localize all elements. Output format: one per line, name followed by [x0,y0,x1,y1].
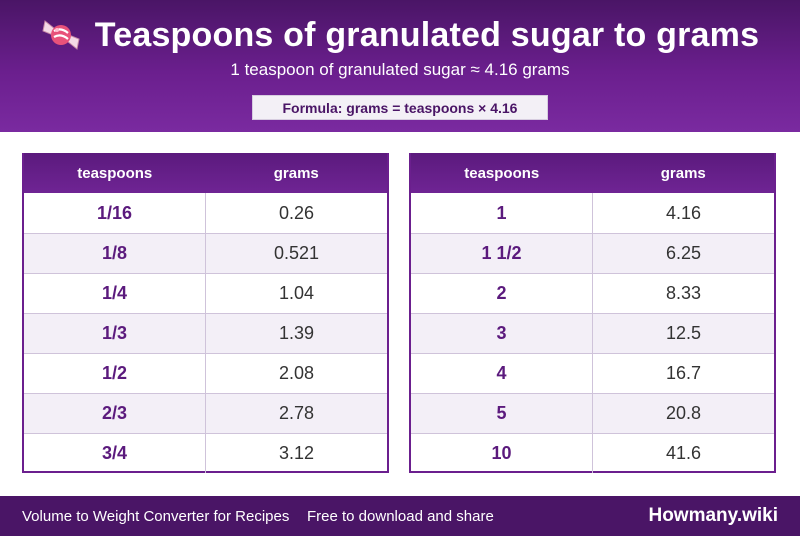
grams-cell: 12.5 [665,323,702,343]
grams-cell: 0.521 [273,243,320,263]
table-row: 1/8 0.521 [24,233,387,273]
table-row: 10 41.6 [411,433,774,473]
table-row: 1/3 1.39 [24,313,387,353]
table-row: 3 12.5 [411,313,774,353]
teaspoons-cell: 3/4 [24,434,206,473]
grams-cell: 2.08 [278,363,315,383]
table-row: 3/4 3.12 [24,433,387,473]
teaspoons-cell: 1 1/2 [411,234,593,273]
grams-cell: 16.7 [665,363,702,383]
grams-cell: 41.6 [665,443,702,463]
table-row: 2/3 2.78 [24,393,387,433]
teaspoons-cell: 1/8 [24,234,206,273]
teaspoons-cell: 1/16 [24,193,206,233]
brand-logo-text[interactable]: Howmany.wiki [648,505,778,526]
table-row: 1/2 2.08 [24,353,387,393]
header-banner: Teaspoons of granulated sugar to grams 1… [0,0,800,132]
footer-bar: Volume to Weight Converter for Recipes F… [0,496,800,536]
table-header: teaspoons grams [411,153,774,193]
table-row: 1/4 1.04 [24,273,387,313]
table-row: 1 4.16 [411,193,774,233]
grams-cell: 1.04 [278,283,315,303]
grams-cell: 6.25 [665,243,702,263]
grams-cell: 1.39 [278,323,315,343]
column-header-grams: grams [273,164,319,182]
page-title: Teaspoons of granulated sugar to grams [94,15,760,54]
teaspoons-cell: 1/4 [24,274,206,313]
grams-cell: 8.33 [665,283,702,303]
grams-cell: 0.26 [278,202,315,223]
candy-icon [41,15,81,55]
column-header-grams: grams [660,164,706,182]
footer-description: Volume to Weight Converter for Recipes [22,507,290,525]
grams-cell: 2.78 [278,403,315,423]
table-row: 4 16.7 [411,353,774,393]
table-header: teaspoons grams [24,153,387,193]
teaspoons-cell: 5 [411,394,593,433]
column-header-teaspoons: teaspoons [464,164,540,182]
conversion-table-left: teaspoons grams 1/16 0.26 1/8 0.521 1/4 … [22,153,389,473]
teaspoons-cell: 2 [411,274,593,313]
teaspoons-cell: 3 [411,314,593,353]
teaspoons-cell: 4 [411,354,593,393]
table-row: 2 8.33 [411,273,774,313]
footer-share-note: Free to download and share [307,507,494,525]
column-header-teaspoons: teaspoons [77,164,153,182]
grams-cell: 4.16 [665,202,702,223]
table-row: 1 1/2 6.25 [411,233,774,273]
teaspoons-cell: 1/3 [24,314,206,353]
grams-cell: 3.12 [278,443,315,463]
formula-box: Formula: grams = teaspoons × 4.16 [252,95,548,120]
subtitle: 1 teaspoon of granulated sugar ≈ 4.16 gr… [230,60,570,79]
table-row: 5 20.8 [411,393,774,433]
conversion-table-right: teaspoons grams 1 4.16 1 1/2 6.25 2 8.33… [409,153,776,473]
teaspoons-cell: 10 [411,434,593,473]
title-row: Teaspoons of granulated sugar to grams [0,12,800,58]
teaspoons-cell: 2/3 [24,394,206,433]
grams-cell: 20.8 [665,403,702,423]
teaspoons-cell: 1/2 [24,354,206,393]
teaspoons-cell: 1 [411,193,593,233]
table-row: 1/16 0.26 [24,193,387,233]
